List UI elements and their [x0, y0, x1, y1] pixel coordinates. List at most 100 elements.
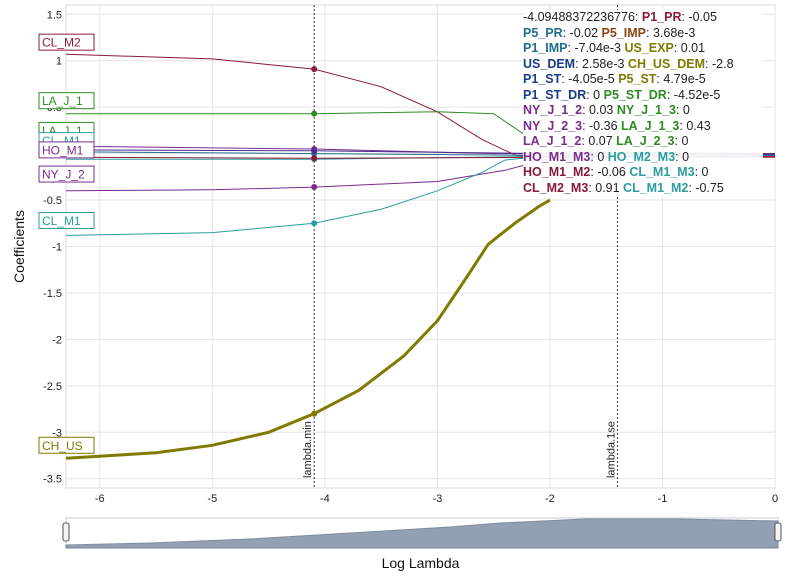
tooltip-value: : -2.8: [705, 56, 734, 71]
tooltip-row: -4.09488372236776: P1_PR: -0.05: [523, 10, 763, 26]
tooltip-key: CL_M2_M3: [523, 180, 589, 195]
x-tick-label: -2: [545, 493, 555, 505]
tooltip-key: US_EXP: [624, 41, 674, 55]
series-end-label: NY_J_2: [38, 165, 95, 183]
vline-label: lambda.1se: [605, 421, 617, 478]
tooltip-value: : 0: [675, 103, 690, 117]
tooltip-value: : -4.52e-5: [666, 87, 721, 102]
x-tick-label: -1: [658, 493, 668, 505]
tooltip-value: : 0.01: [673, 41, 706, 55]
tooltip-key: P1_ST_DR: [523, 87, 587, 102]
lambda-reference-lines: lambda.min lambda.1se: [302, 5, 618, 488]
x-tick-label: 0: [772, 493, 778, 505]
end-label-text: CL_M1: [42, 214, 81, 228]
tooltip-value: : -0.36: [582, 118, 621, 133]
range-slider[interactable]: [62, 517, 782, 549]
tooltip-row: NY_J_1_2: 0.03 NY_J_1_3: 0: [523, 103, 763, 119]
series-marker: [311, 410, 318, 417]
tooltip-value: : 0: [675, 149, 690, 164]
tooltip-row: HO_M1_M3: 0 HO_M2_M3: 0: [523, 150, 763, 166]
tooltip-key: CH_US_DEM: [627, 56, 706, 71]
slider-right-handle[interactable]: [774, 522, 782, 542]
series-end-label: LA_J_1: [38, 92, 95, 110]
series-marker: [311, 66, 318, 73]
tooltip-key: LA_J_2_3: [616, 134, 675, 148]
tooltip-key: CL_M1_M2: [623, 180, 689, 195]
series-end-label: CL_M2: [38, 33, 95, 51]
y-tick-label: -1.5: [43, 288, 62, 300]
tooltip-value: : 3.68e-3: [646, 25, 696, 40]
tooltip-row: P1_IMP: -7.04e-3 US_EXP: 0.01: [523, 41, 763, 57]
tooltip-value: : -0.06: [590, 165, 630, 179]
x-axis-label: Log Lambda: [382, 555, 460, 571]
tooltip-key: LA_J_1_3: [621, 118, 680, 133]
tooltip-key: HO_M2_M3: [607, 149, 676, 164]
y-tick-label: -1: [52, 242, 62, 254]
tooltip-key: P1_ST: [523, 72, 562, 86]
tooltip-key: HO_M1_M3: [523, 149, 591, 164]
y-tick-label: -2: [52, 334, 62, 346]
tooltip-key: P1_PR: [641, 10, 682, 24]
y-tick-label: 1.5: [47, 9, 62, 21]
tooltip-value: : 0.03: [582, 103, 617, 117]
tooltip-value: : 4.79e-5: [656, 72, 706, 86]
tooltip-key: P5_IMP: [601, 25, 646, 40]
tooltip-value: : -0.02: [562, 25, 602, 40]
tooltip-value: : -0.05: [681, 10, 717, 24]
tooltip-row: US_DEM: 2.58e-3 CH_US_DEM: -2.8: [523, 57, 763, 73]
tooltip-value: : 0: [590, 149, 608, 164]
tooltip-value: : -4.05e-5: [561, 72, 619, 86]
x-tick-label: -6: [95, 493, 105, 505]
tooltip-key: LA_J_1_2: [523, 134, 582, 148]
series-marker: [311, 155, 318, 162]
x-tick-label: -5: [207, 493, 217, 505]
tooltip-key: P1_IMP: [523, 41, 568, 55]
hover-tooltip: -4.09488372236776: P1_PR: -0.05 P5_PR: -0…: [523, 10, 763, 196]
x-tick-label: -3: [432, 493, 442, 505]
end-label-box: [38, 33, 95, 51]
series-marker: [311, 147, 318, 154]
tooltip-value: : 0: [694, 165, 709, 179]
hover-markers: [311, 66, 318, 417]
tooltip-row: P5_PR: -0.02 P5_IMP: 3.68e-3: [523, 26, 763, 42]
series-marker: [311, 110, 318, 117]
series-marker: [311, 220, 318, 227]
tooltip-value: -4.09488372236776:: [523, 10, 642, 24]
slider-left-handle[interactable]: [62, 522, 70, 542]
series-line-CH_US: [65, 198, 551, 460]
end-label-box: [38, 165, 95, 183]
y-tick-label: -3: [52, 427, 62, 439]
end-label-text: CL_M2: [42, 36, 81, 50]
tooltip-row: P1_ST_DR: 0 P5_ST_DR: -4.52e-5: [523, 88, 763, 104]
tooltip-row: LA_J_1_2: 0.07 LA_J_2_3: 0: [523, 134, 763, 150]
tooltip-value: : -0.75: [688, 180, 724, 195]
series-end-label: CL_M1: [38, 211, 95, 229]
tooltip-value: : 0: [586, 87, 604, 102]
y-tick-label: -2.5: [43, 381, 62, 393]
vline-label: lambda.min: [302, 421, 314, 478]
tooltip-row: NY_J_2_3: -0.36 LA_J_1_3: 0.43: [523, 119, 763, 135]
y-tick-label: -0.5: [43, 195, 62, 207]
y-tick-label: -3.5: [43, 474, 62, 486]
tooltip-value: : 2.58e-3: [575, 56, 628, 71]
y-axis-label: Coefficients: [11, 210, 27, 283]
tooltip-value: : 0.91: [588, 180, 624, 195]
tooltip-value: : -7.04e-3: [567, 41, 625, 55]
end-label-box: [38, 436, 95, 454]
y-tick-label: 1: [56, 56, 62, 68]
tooltip-key: HO_M1_M2: [523, 165, 591, 179]
tooltip-key: NY_J_1_2: [523, 103, 583, 117]
tooltip-value: : 0: [674, 134, 689, 148]
end-label-box: [38, 92, 95, 110]
series-marker: [311, 184, 318, 191]
tooltip-value: : 0.43: [679, 118, 711, 133]
end-label-text: LA_J_1: [42, 94, 83, 108]
tooltip-key: NY_J_1_3: [616, 103, 676, 117]
end-label-box: [38, 211, 95, 229]
tooltip-key: P5_ST: [618, 72, 657, 86]
tooltip-value: : 0.07: [581, 134, 617, 148]
end-label-text: CH_US: [42, 439, 83, 453]
series-end-label: HO_M1: [38, 141, 95, 159]
end-label-text: HO_M1: [42, 143, 84, 157]
tooltip-key: CL_M1_M3: [629, 165, 695, 179]
